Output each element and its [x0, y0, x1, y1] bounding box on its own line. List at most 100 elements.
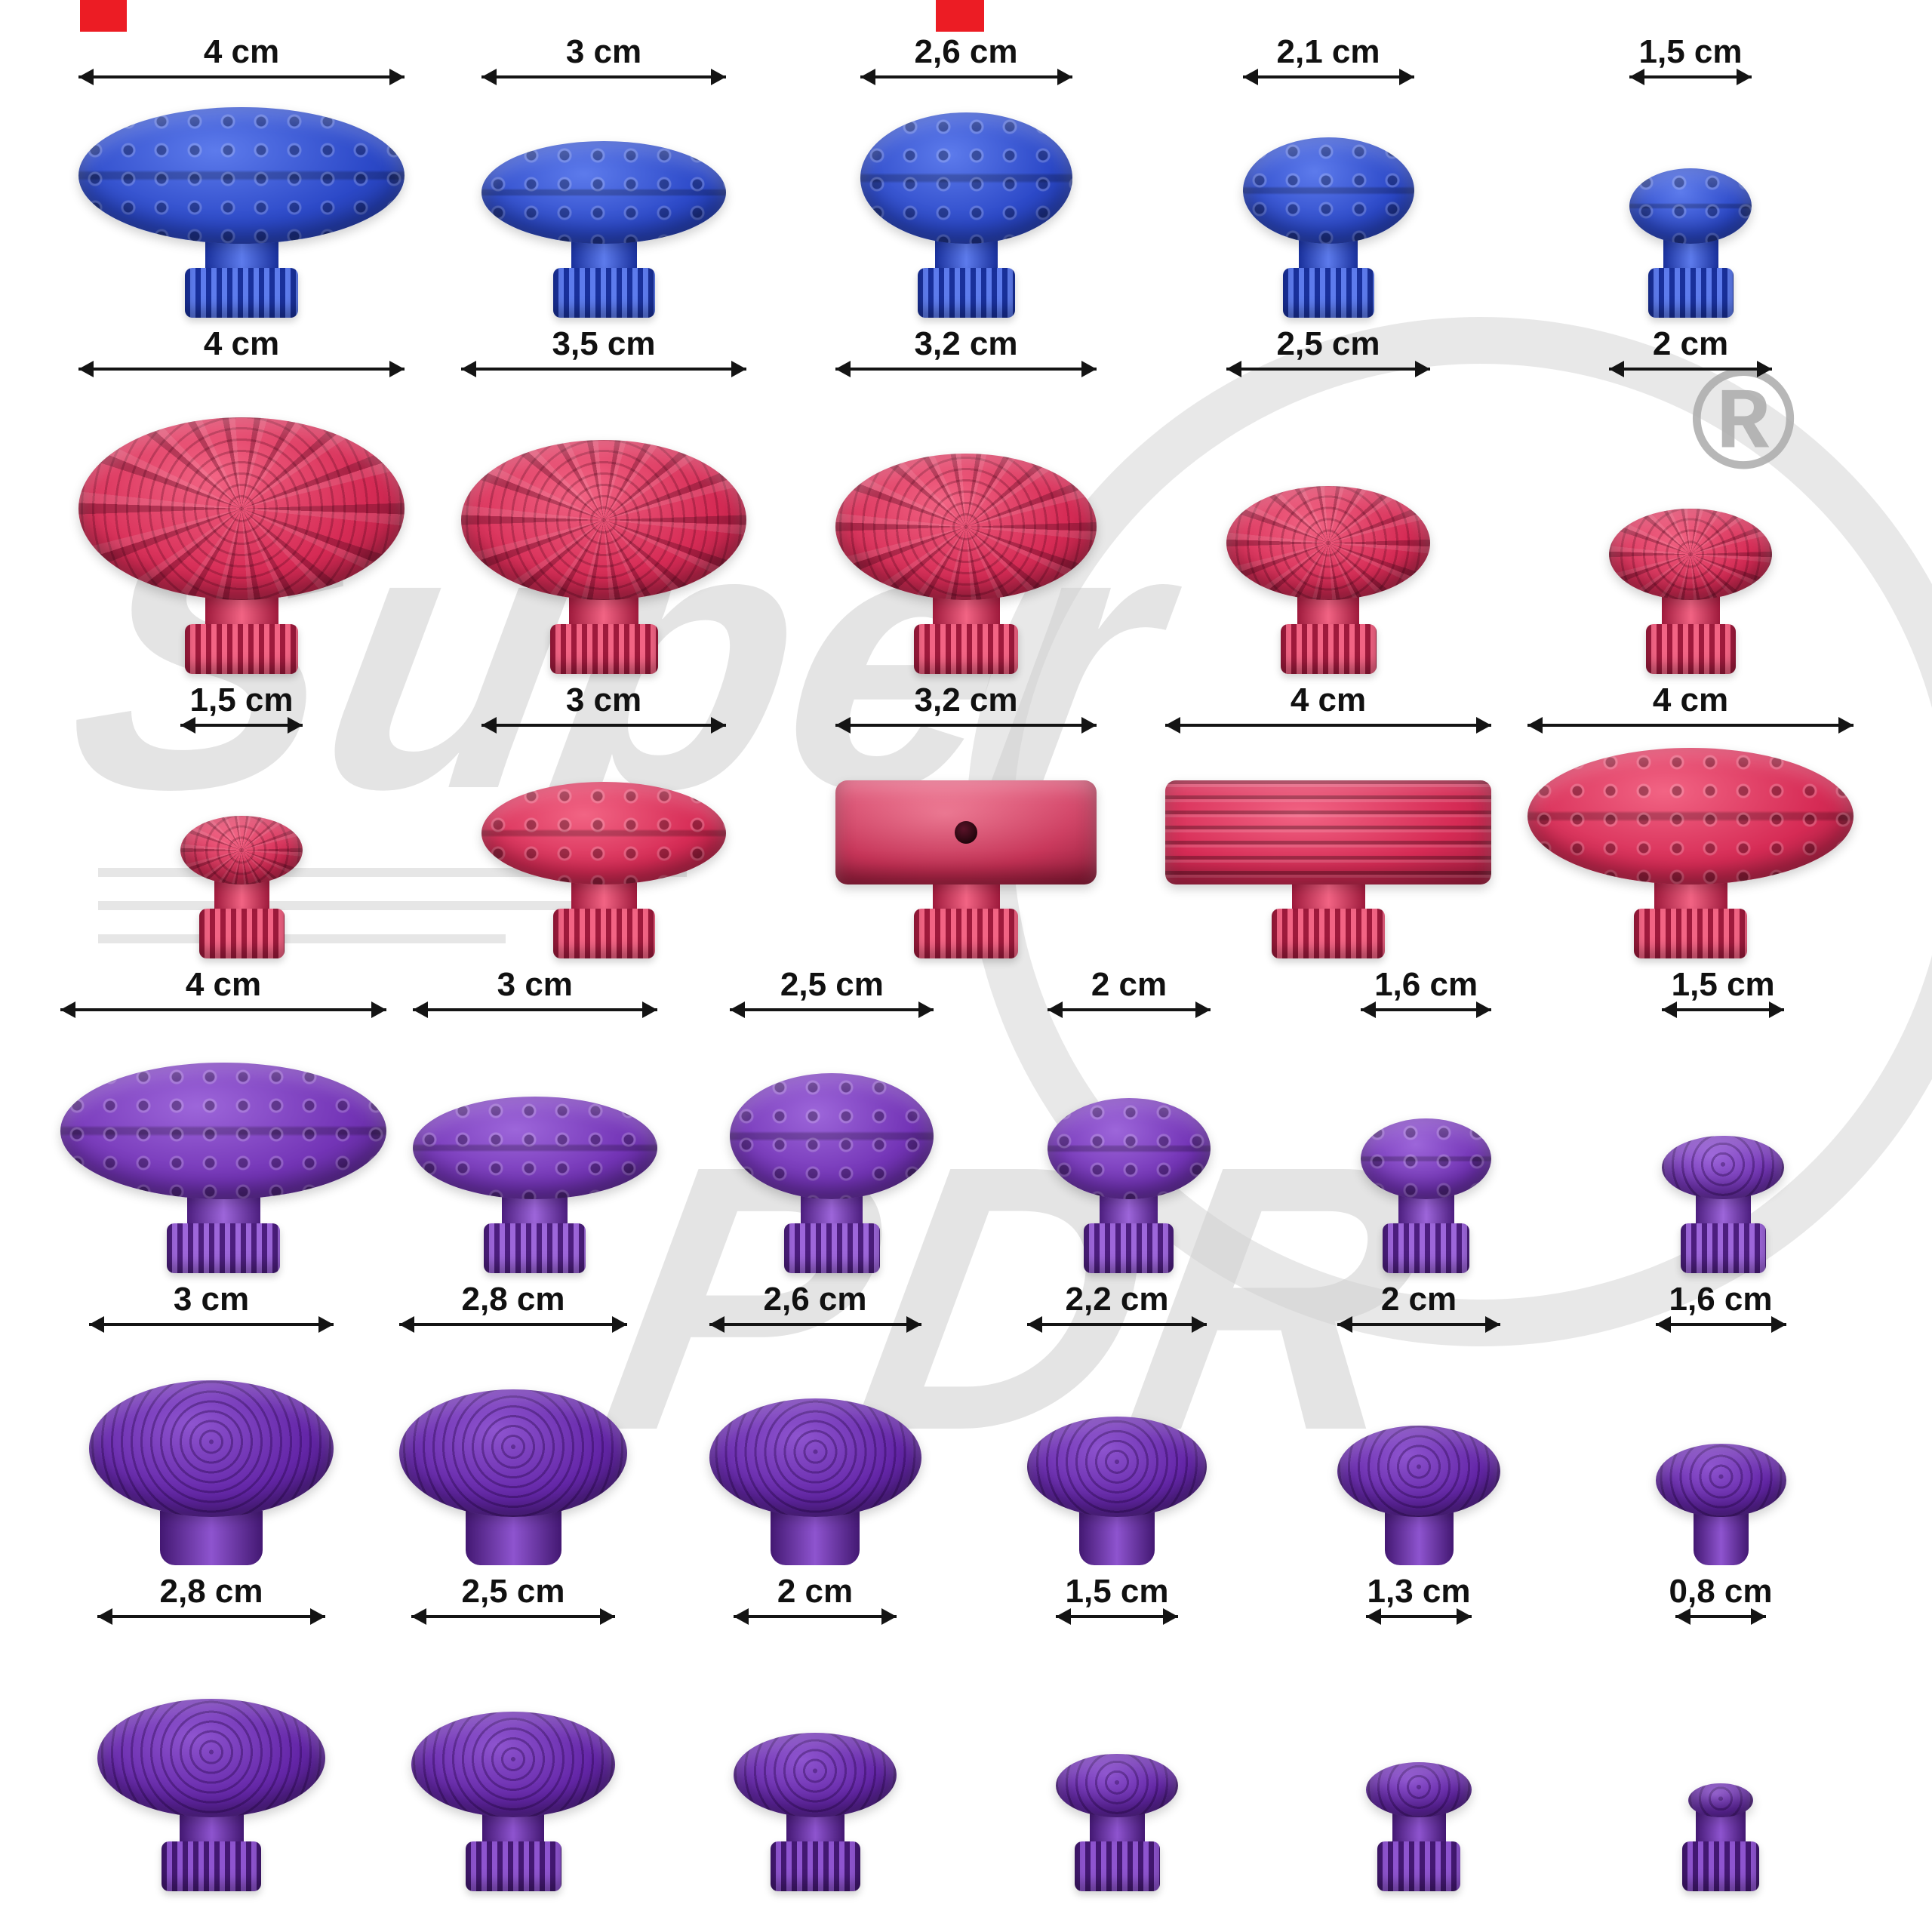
tab-item: 2,8 cm: [60, 1574, 362, 1891]
tab-row-blue-oval-tabs: 4 cm 3 cm 2,6 cm 2,1 cm 1,5 cm: [60, 33, 1872, 318]
tab-row-purple-ring-tabs: 2,8 cm 2,5 cm 2 cm 1,5 cm 1,3 cm 0,8 cm: [60, 1574, 1872, 1891]
dent-tab: [1682, 1783, 1759, 1891]
measurement: 2,5 cm: [1226, 326, 1430, 381]
size-label: 2,6 cm: [914, 33, 1018, 70]
size-label: 3,2 cm: [914, 681, 1018, 718]
tab-cap: [835, 780, 1097, 884]
tab-cap: [1688, 1783, 1753, 1817]
tab-cap: [412, 1097, 657, 1199]
size-label: 3 cm: [497, 966, 573, 1003]
size-label: 2,5 cm: [780, 966, 884, 1003]
tab-stem: [771, 1511, 860, 1565]
measurement: 3 cm: [481, 682, 726, 737]
tab-cap: [461, 440, 746, 600]
tab-cap: [97, 1699, 325, 1817]
measurement: 2 cm: [1047, 966, 1211, 1022]
dimension-arrow: [1361, 1001, 1492, 1019]
tab-cap: [1165, 780, 1491, 884]
tab-row-red-grooved-tabs: 4 cm 3,5 cm 3,2 cm 2,5 cm 2 cm: [60, 326, 1872, 674]
tab-item: 2 cm: [1509, 326, 1872, 674]
tab-item: 2,6 cm: [785, 33, 1147, 318]
tab-item: 4 cm: [60, 967, 386, 1273]
dimension-arrow: [1165, 717, 1491, 734]
tab-ribbed-base: [1280, 624, 1377, 674]
dimension-arrow: [709, 1316, 921, 1334]
dent-tab: [860, 112, 1072, 318]
measurement: 4 cm: [78, 326, 405, 381]
dent-tab: [60, 1063, 386, 1273]
tab-cap: [89, 1380, 334, 1517]
tab-ribbed-base: [552, 268, 655, 318]
tab-item: 2 cm: [980, 966, 1278, 1273]
dent-tab: [1655, 1444, 1786, 1565]
tab-cap: [1242, 137, 1414, 244]
dimension-arrow: [78, 69, 405, 86]
tab-ribbed-base: [917, 268, 1015, 318]
measurement: 3,2 cm: [835, 681, 1097, 737]
tab-ribbed-base: [783, 1223, 880, 1273]
size-label: 2 cm: [1091, 966, 1168, 1003]
tab-cap: [78, 417, 405, 600]
size-label: 2,8 cm: [159, 1573, 263, 1610]
dent-tab: [78, 107, 405, 318]
size-label: 4 cm: [1652, 681, 1729, 718]
tab-cap: [1655, 1444, 1786, 1517]
tab-ribbed-base: [465, 1841, 561, 1891]
dimension-arrow: [481, 717, 726, 734]
measurement: 2,6 cm: [860, 33, 1072, 89]
tab-cap: [399, 1389, 627, 1517]
tab-ribbed-base: [162, 1841, 261, 1891]
rows: 4 cm 3 cm 2,6 cm 2,1 cm 1,5 cm 4 cm 3,5 cm 3,2 …: [60, 33, 1872, 1891]
measurement: 0,8 cm: [1669, 1574, 1772, 1629]
dimension-arrow: [481, 69, 726, 86]
tab-ribbed-base: [167, 1223, 280, 1273]
size-label: 1,5 cm: [1671, 966, 1775, 1003]
size-label: 1,6 cm: [1669, 1281, 1773, 1318]
dent-tab: [1609, 509, 1772, 674]
dimension-arrow: [1337, 1316, 1500, 1334]
size-label: 2 cm: [1380, 1281, 1457, 1318]
dent-tab: [709, 1398, 921, 1565]
dimension-arrow: [734, 1608, 897, 1626]
dent-tab: [1629, 168, 1752, 318]
dimension-arrow: [97, 1608, 325, 1626]
dent-tab: [1337, 1426, 1500, 1565]
size-label: 1,6 cm: [1374, 966, 1478, 1003]
tab-item: 4 cm: [60, 34, 423, 318]
dimension-arrow: [60, 1001, 386, 1019]
tab-cap: [1047, 1098, 1211, 1199]
tab-item: 4 cm: [60, 326, 423, 674]
tab-cap: [411, 1712, 615, 1817]
dimension-arrow: [78, 361, 405, 378]
tab-cap: [1629, 168, 1752, 244]
tab-ribbed-base: [1680, 1223, 1766, 1273]
measurement: 1,3 cm: [1366, 1574, 1472, 1629]
tab-cap: [860, 112, 1072, 244]
dent-tab: [97, 1699, 325, 1891]
tab-cap: [1027, 1417, 1207, 1517]
tab-stem: [1079, 1511, 1155, 1565]
measurement: 4 cm: [1165, 682, 1491, 737]
tab-center-hole: [955, 821, 977, 844]
tab-item: 1,6 cm: [1570, 1281, 1872, 1565]
measurement: 3 cm: [89, 1281, 334, 1337]
tab-cap: [734, 1733, 897, 1817]
tab-ribbed-base: [1084, 1223, 1174, 1273]
tab-cap: [78, 107, 405, 244]
measurement: 3,2 cm: [835, 326, 1097, 381]
tab-cap: [1527, 748, 1854, 884]
tab-item: 2,5 cm: [684, 966, 981, 1273]
measurement: 2,5 cm: [411, 1574, 615, 1629]
size-label: 2,8 cm: [461, 1281, 565, 1318]
size-label: 3 cm: [173, 1281, 250, 1318]
dent-tab: [835, 454, 1097, 674]
size-label: 3 cm: [565, 33, 642, 70]
dimension-arrow: [180, 717, 303, 734]
size-label: 2,1 cm: [1276, 33, 1380, 70]
tab-row-red-mixed-tabs: 1,5 cm 3 cm 3,2 cm 4 cm 4 cm: [60, 681, 1872, 958]
measurement: 4 cm: [60, 967, 386, 1022]
tab-item: 3,2 cm: [785, 681, 1147, 958]
tab-item: 1,5 cm: [966, 1574, 1268, 1891]
tab-ribbed-base: [552, 909, 655, 958]
dimension-arrow: [399, 1316, 627, 1334]
